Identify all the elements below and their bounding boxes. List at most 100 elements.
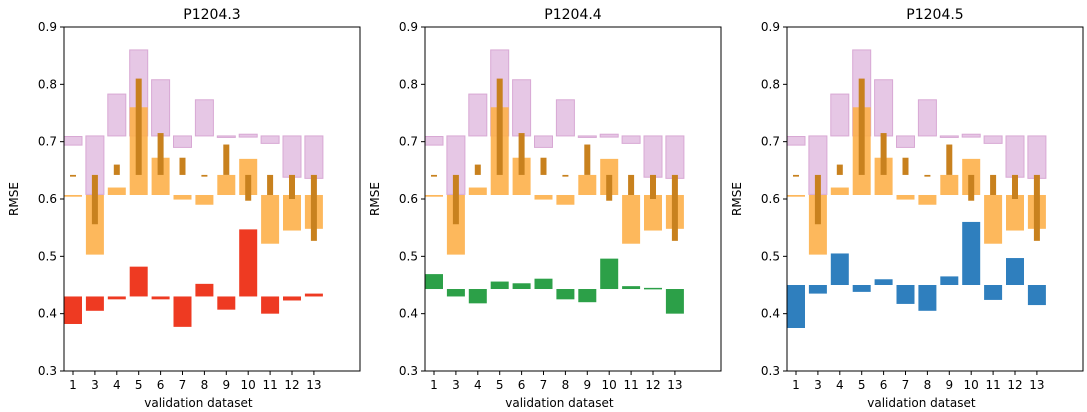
y-tick-label: 0.4: [761, 307, 780, 321]
bar: [984, 194, 1003, 244]
bar: [555, 99, 575, 137]
y-tick-label: 0.8: [38, 77, 57, 91]
x-tick-label: 3: [814, 378, 822, 392]
bar: [1027, 135, 1047, 179]
bar: [1027, 285, 1046, 306]
x-tick-label: 5: [496, 378, 504, 392]
bar: [924, 174, 931, 177]
chart-panel-3: 0.30.40.50.60.70.80.91 3 4 5 6 7 8 9 10 11 12 13P12…: [730, 7, 1084, 410]
bar: [968, 174, 975, 201]
bar: [173, 135, 192, 148]
bar: [578, 174, 597, 195]
bar: [814, 174, 821, 225]
bar: [474, 164, 481, 175]
x-tick-label: 9: [945, 378, 953, 392]
series-3: [70, 78, 317, 241]
bar: [556, 194, 575, 205]
bar: [304, 293, 323, 297]
x-tick-label: 6: [880, 378, 888, 392]
chart-title: P1204.5: [906, 7, 963, 23]
bar: [468, 187, 487, 195]
x-tick-label: 8: [562, 378, 570, 392]
bar: [622, 194, 641, 244]
bar: [577, 135, 597, 138]
bar: [282, 135, 302, 178]
bar: [830, 93, 850, 137]
bar: [518, 133, 525, 175]
y-tick-label: 0.7: [399, 135, 418, 149]
bar: [961, 133, 981, 138]
bar: [173, 296, 192, 327]
bar: [562, 174, 569, 177]
y-tick-label: 0.6: [761, 192, 780, 206]
bar: [490, 281, 509, 290]
bar: [217, 296, 236, 310]
x-tick-label: 11: [262, 378, 277, 392]
bar: [496, 78, 503, 175]
bar: [540, 157, 547, 175]
bar: [64, 194, 82, 197]
bar: [671, 174, 678, 241]
chart-panel-2: 0.30.40.50.60.70.80.91 3 4 5 6 7 8 9 10 11 12 13P12…: [368, 7, 722, 410]
x-axis-label: validation dataset: [505, 396, 614, 410]
bar: [1033, 174, 1040, 241]
bar: [622, 286, 641, 290]
bar: [534, 135, 553, 148]
bar: [129, 266, 148, 297]
x-tick-label: 3: [91, 378, 99, 392]
series-2: [787, 107, 1046, 255]
bar: [151, 296, 170, 300]
y-tick-label: 0.7: [761, 135, 780, 149]
x-tick-label: 5: [135, 378, 143, 392]
bar: [113, 164, 120, 175]
bar: [157, 133, 164, 175]
bar: [239, 229, 258, 297]
y-tick-label: 0.3: [399, 364, 418, 378]
y-tick-label: 0.9: [399, 20, 418, 34]
bar: [896, 285, 915, 304]
bar: [64, 296, 82, 324]
bar: [984, 285, 1003, 300]
bar: [1006, 258, 1024, 285]
y-tick-label: 0.5: [761, 249, 780, 263]
bar: [874, 279, 893, 285]
bar: [512, 283, 531, 290]
bar: [1012, 174, 1018, 199]
x-tick-label: 13: [306, 378, 321, 392]
y-axis-label: RMSE: [368, 182, 382, 216]
x-tick-label: 9: [222, 378, 230, 392]
bar: [425, 194, 443, 197]
bar: [85, 296, 104, 311]
bar: [808, 285, 827, 294]
bar: [599, 133, 619, 138]
x-tick-label: 13: [667, 378, 682, 392]
bar: [983, 135, 1003, 144]
bar: [787, 285, 805, 328]
y-tick-label: 0.9: [761, 20, 780, 34]
bar: [858, 78, 865, 175]
bar: [304, 135, 324, 179]
bar: [283, 296, 301, 301]
x-tick-label: 11: [623, 378, 638, 392]
x-tick-label: 12: [645, 378, 660, 392]
x-axis-label: validation dataset: [144, 396, 253, 410]
bar: [173, 194, 192, 200]
bar: [238, 133, 258, 138]
x-axis-label: validation dataset: [867, 396, 976, 410]
x-tick-label: 12: [1007, 378, 1022, 392]
bar: [836, 164, 843, 175]
bar: [179, 157, 186, 175]
bar: [534, 194, 553, 200]
x-tick-label: 9: [583, 378, 591, 392]
series-1: [786, 49, 1047, 195]
y-tick-label: 0.8: [761, 77, 780, 91]
bar: [665, 289, 684, 314]
x-tick-label: 10: [241, 378, 256, 392]
y-tick-label: 0.6: [38, 192, 57, 206]
bar: [446, 194, 465, 255]
x-tick-label: 4: [836, 378, 844, 392]
bar: [107, 93, 127, 137]
chart-panel-1: 0.30.40.50.60.70.80.91 3 4 5 6 7 8 9 10 11 12 13P12…: [7, 7, 361, 410]
x-tick-label: 12: [284, 378, 299, 392]
bar: [918, 194, 937, 205]
